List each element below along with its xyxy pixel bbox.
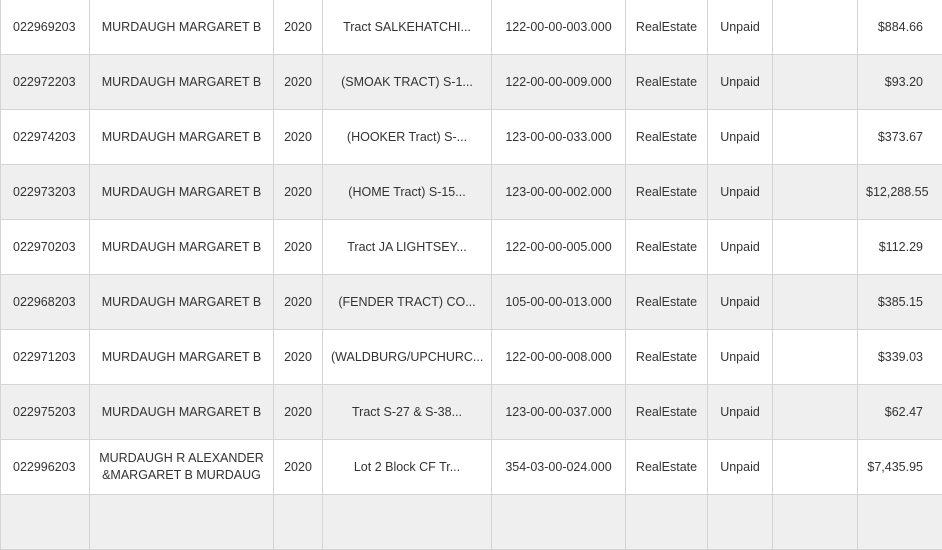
amount-due-cell: $7,435.95 bbox=[858, 440, 942, 495]
amount-due-cell: $373.67 bbox=[858, 110, 942, 165]
extra-cell bbox=[773, 385, 858, 440]
status-cell: Unpaid bbox=[708, 220, 773, 275]
amount-due-cell: $62.47 bbox=[858, 385, 942, 440]
tax-year-cell: 2020 bbox=[274, 55, 323, 110]
owner-name-cell: MURDAUGH MARGARET B bbox=[90, 110, 274, 165]
tax-year-cell: 2020 bbox=[274, 220, 323, 275]
description-cell: (WALDBURG/UPCHURC... bbox=[323, 330, 492, 385]
owner-name-cell: MURDAUGH MARGARET B bbox=[90, 330, 274, 385]
amount-due-cell: $93.20 bbox=[858, 55, 942, 110]
description-cell: (SMOAK TRACT) S-1... bbox=[323, 55, 492, 110]
map-number-cell: 122-00-00-008.000 bbox=[492, 330, 626, 385]
extra-cell bbox=[773, 165, 858, 220]
status-cell: Unpaid bbox=[708, 275, 773, 330]
tax-year-cell: 2020 bbox=[274, 275, 323, 330]
description-cell: Tract SALKEHATCHI... bbox=[323, 0, 492, 55]
owner-name-cell: MURDAUGH MARGARET B bbox=[90, 275, 274, 330]
tax-year-cell: 2020 bbox=[274, 440, 323, 495]
property-type-cell: RealEstate bbox=[626, 0, 708, 55]
owner-name-cell: MURDAUGH R ALEXANDER &MARGARET B MURDAUG bbox=[90, 440, 274, 495]
extra-cell bbox=[773, 275, 858, 330]
owner-name-cell: MURDAUGH MARGARET B bbox=[90, 165, 274, 220]
amount-due-cell: $112.29 bbox=[858, 220, 942, 275]
status-cell: Unpaid bbox=[708, 330, 773, 385]
extra-cell bbox=[773, 440, 858, 495]
description-cell: (HOOKER Tract) S-... bbox=[323, 110, 492, 165]
amount-due-cell: $884.66 bbox=[858, 0, 942, 55]
description-cell: (FENDER TRACT) CO... bbox=[323, 275, 492, 330]
tax-year-cell: 2020 bbox=[274, 165, 323, 220]
tax-year-cell: 2020 bbox=[274, 385, 323, 440]
extra-cell bbox=[773, 55, 858, 110]
bill-number-cell: 022969203 bbox=[1, 0, 90, 55]
description-cell: Tract JA LIGHTSEY... bbox=[323, 220, 492, 275]
owner-name-cell: MURDAUGH MARGARET B bbox=[90, 0, 274, 55]
property-type-cell: RealEstate bbox=[626, 330, 708, 385]
status-cell: Unpaid bbox=[708, 440, 773, 495]
property-type-cell: RealEstate bbox=[626, 110, 708, 165]
property-type-cell: RealEstate bbox=[626, 165, 708, 220]
bill-number-cell: 022973203 bbox=[1, 165, 90, 220]
property-type-cell: RealEstate bbox=[626, 440, 708, 495]
status-cell: Unpaid bbox=[708, 55, 773, 110]
description-cell: Lot 2 Block CF Tr... bbox=[323, 440, 492, 495]
status-cell: Unpaid bbox=[708, 110, 773, 165]
map-number-cell: 122-00-00-003.000 bbox=[492, 0, 626, 55]
map-number-cell: 122-00-00-005.000 bbox=[492, 220, 626, 275]
owner-name-cell: MURDAUGH MARGARET B bbox=[90, 220, 274, 275]
bill-number-cell: 022975203 bbox=[1, 385, 90, 440]
bill-number-cell: 022974203 bbox=[1, 110, 90, 165]
description-cell: (HOME Tract) S-15... bbox=[323, 165, 492, 220]
amount-due-cell: $339.03 bbox=[858, 330, 942, 385]
tax-year-cell: 2020 bbox=[274, 110, 323, 165]
extra-cell bbox=[773, 110, 858, 165]
extra-cell bbox=[773, 330, 858, 385]
property-type-cell: RealEstate bbox=[626, 385, 708, 440]
tax-year-cell: 2020 bbox=[274, 0, 323, 55]
map-number-cell: 354-03-00-024.000 bbox=[492, 440, 626, 495]
extra-cell bbox=[773, 220, 858, 275]
status-cell: Unpaid bbox=[708, 0, 773, 55]
map-number-cell: 123-00-00-037.000 bbox=[492, 385, 626, 440]
status-cell: Unpaid bbox=[708, 385, 773, 440]
property-type-cell: RealEstate bbox=[626, 220, 708, 275]
bill-number-cell: 022971203 bbox=[1, 330, 90, 385]
extra-cell bbox=[773, 0, 858, 55]
map-number-cell: 105-00-00-013.000 bbox=[492, 275, 626, 330]
bill-number-cell: 022972203 bbox=[1, 55, 90, 110]
property-type-cell: RealEstate bbox=[626, 55, 708, 110]
status-cell: Unpaid bbox=[708, 165, 773, 220]
amount-due-cell: $12,288.55 bbox=[858, 165, 942, 220]
owner-name-cell: MURDAUGH MARGARET B bbox=[90, 55, 274, 110]
amount-due-cell: $385.15 bbox=[858, 275, 942, 330]
map-number-cell: 123-00-00-002.000 bbox=[492, 165, 626, 220]
tax-year-cell: 2020 bbox=[274, 330, 323, 385]
bill-number-cell: 022996203 bbox=[1, 440, 90, 495]
bill-number-cell: 022970203 bbox=[1, 220, 90, 275]
map-number-cell: 123-00-00-033.000 bbox=[492, 110, 626, 165]
bill-number-cell: 022968203 bbox=[1, 275, 90, 330]
owner-name-cell: MURDAUGH MARGARET B bbox=[90, 385, 274, 440]
map-number-cell: 122-00-00-009.000 bbox=[492, 55, 626, 110]
description-cell: Tract S-27 & S-38... bbox=[323, 385, 492, 440]
property-type-cell: RealEstate bbox=[626, 275, 708, 330]
